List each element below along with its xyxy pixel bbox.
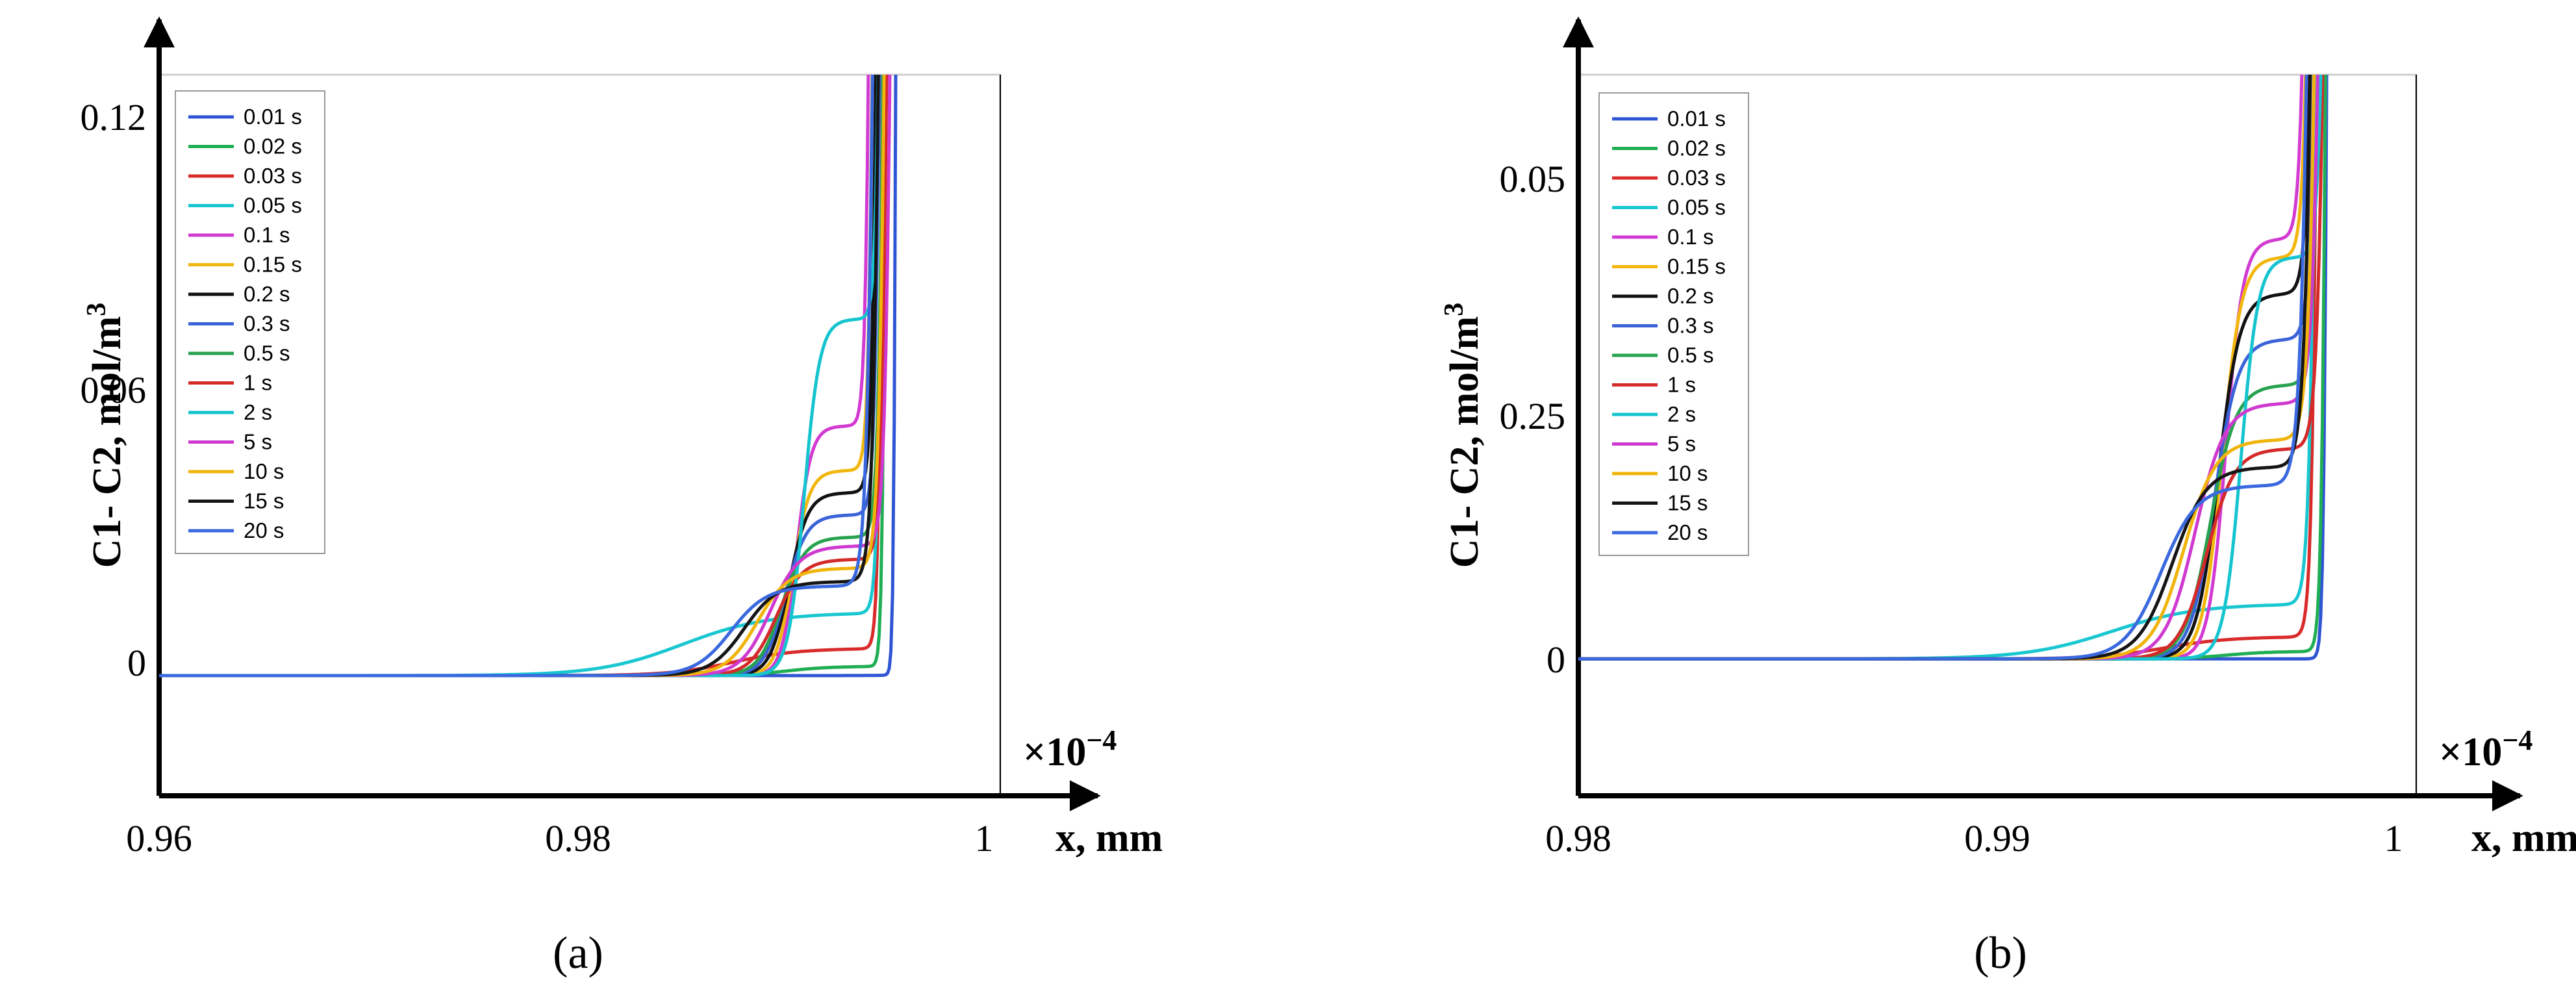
legend-item: 0.01 s [188,105,302,129]
x-multiplier: ×10−4 [2439,724,2532,775]
x-multiplier: ×10−4 [1023,724,1117,775]
legend-label: 1 s [1667,373,1696,397]
legend-item: 0.02 s [188,134,302,159]
y-tick-label: 0.12 [81,96,147,138]
legend-item: 0.05 s [188,194,302,218]
panel-caption: (a) [553,928,603,978]
x-axis-label: x, mm [2471,816,2576,860]
legend-label: 0.2 s [244,282,290,306]
legend-label: 0.2 s [1667,284,1714,308]
y-tick-label: 0.05 [1500,158,1566,200]
legend-label: 15 s [1667,491,1708,515]
legend-item: 0.03 s [188,164,302,188]
x-tick-label: 0.98 [545,817,611,859]
legend-label: 1 s [244,371,272,395]
y-tick-label: 0 [127,642,146,684]
legend-label: 0.3 s [244,312,290,336]
legend-item: 1 s [188,371,272,395]
legend-item: 0.15 s [1612,255,1726,279]
legend-item: 2 s [1612,402,1696,426]
legend: 0.01 s 0.02 s 0.03 s 0.05 s 0.1 s 0.15 s 0.2 s… [1598,92,1749,556]
legend: 0.01 s 0.02 s 0.03 s 0.05 s 0.1 s 0.15 s 0.2 s… [175,90,325,554]
panel-caption: (b) [1974,928,2027,978]
panel-b: 0.05 0.25 0 0.98 0.99 1 C1- C2, mol/m3 ×10−4… [1439,16,2576,978]
y-axis-label: C1- C2, mol/m3 [1439,303,1487,568]
x-tick-labels: 0.98 0.99 1 [1545,817,2403,859]
legend-label: 0.02 s [1667,136,1726,160]
series-layer [159,75,898,678]
legend-label: 20 s [244,518,284,542]
x-tick-label: 1 [975,817,994,859]
legend-label: 0.15 s [1667,255,1726,279]
y-tick-label: 0.06 [81,369,147,411]
x-tick-label: 0.96 [126,817,192,859]
legend-label: 5 s [1667,432,1696,456]
x-axis-label: x, mm [1055,816,1163,860]
series-layer [1578,75,2329,661]
legend-item: 5 s [188,430,272,454]
legend-item: 0.05 s [1612,196,1726,220]
x-tick-label: 0.99 [1964,817,2030,859]
legend-label: 10 s [1667,461,1708,485]
legend-item: 0.02 s [1612,136,1726,160]
x-tick-label: 1 [2384,817,2403,859]
legend-item: 15 s [188,489,284,513]
legend-label: 2 s [244,400,272,424]
legend-label: 0.3 s [1667,314,1714,338]
legend-label: 0.05 s [1667,196,1726,220]
legend-item: 0.1 s [1612,225,1714,249]
legend-item: 0.5 s [188,341,290,365]
legend-item: 15 s [1612,491,1708,515]
legend-item: 10 s [1612,461,1708,485]
legend-item: 0.01 s [1612,107,1726,131]
series-line-20s [1578,75,2308,661]
x-tick-label: 0.98 [1545,817,1611,859]
series-line-20s [159,75,874,678]
y-tick-labels: 0.05 0.25 0 [1500,158,1566,681]
legend-label: 5 s [244,430,272,454]
legend-item: 5 s [1612,432,1696,456]
legend-item: 20 s [1612,520,1708,544]
legend-item: 0.5 s [1612,343,1714,367]
legend-item: 2 s [188,400,272,424]
legend-label: 0.15 s [244,253,302,277]
legend-label: 0.03 s [1667,166,1726,190]
legend-item: 1 s [1612,373,1696,397]
panel-a: 0.12 0.06 0 0.96 0.98 1 C1- C2, mol/m3 ×10−4… [81,16,1163,978]
legend-label: 10 s [244,459,284,483]
legend-item: 20 s [188,518,284,542]
legend-item: 0.1 s [188,223,290,247]
legend-item: 0.03 s [1612,166,1726,190]
legend-label: 0.1 s [244,223,290,247]
legend-label: 0.5 s [244,341,290,365]
legend-label: 15 s [244,489,284,513]
legend-label: 0.1 s [1667,225,1714,249]
x-tick-labels: 0.96 0.98 1 [126,817,993,859]
legend-item: 0.3 s [188,312,290,336]
legend-label: 0.5 s [1667,343,1714,367]
y-tick-label: 0.25 [1500,395,1566,437]
legend-item: 0.2 s [188,282,290,306]
y-tick-labels: 0.12 0.06 0 [81,96,147,684]
y-tick-label: 0 [1547,639,1565,681]
legend-label: 0.03 s [244,164,302,188]
legend-label: 20 s [1667,520,1708,544]
y-axis-label: C1- C2, mol/m3 [82,303,129,568]
legend-label: 0.01 s [244,105,302,129]
legend-item: 0.2 s [1612,284,1714,308]
legend-label: 0.01 s [1667,107,1726,131]
legend-label: 0.05 s [244,194,302,218]
legend-item: 0.3 s [1612,314,1714,338]
legend-label: 2 s [1667,402,1696,426]
legend-item: 0.15 s [188,253,302,277]
legend-item: 10 s [188,459,284,483]
legend-label: 0.02 s [244,134,302,159]
